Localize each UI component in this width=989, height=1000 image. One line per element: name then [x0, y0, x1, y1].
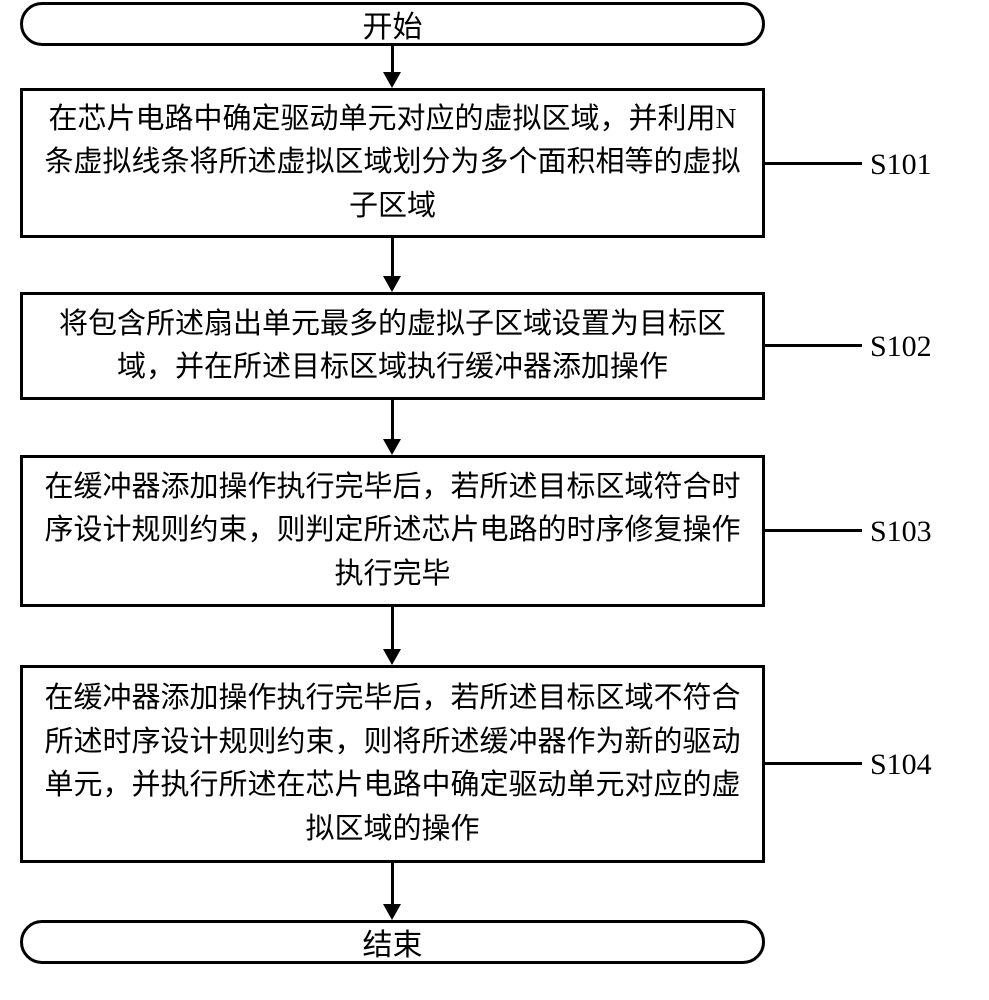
arrow-head — [383, 649, 401, 665]
step-s103-text: 在缓冲器添加操作执行完毕后，若所述目标区域符合时序设计规则约束，则判定所述芯片电… — [41, 466, 744, 597]
label-connector — [765, 529, 862, 532]
step-s102-text: 将包含所述扇出单元最多的虚拟子区域设置为目标区域，并在所述目标区域执行缓冲器添加… — [41, 303, 744, 390]
step-s104-text: 在缓冲器添加操作执行完毕后，若所述目标区域不符合所述时序设计规则约束，则将所述缓… — [41, 677, 744, 851]
arrow-line — [391, 238, 394, 278]
arrow-head — [383, 72, 401, 88]
arrow-line — [391, 863, 394, 906]
arrow-head — [383, 904, 401, 920]
arrow-head — [383, 276, 401, 292]
step-s102-label: S102 — [870, 330, 932, 364]
step-s101: 在芯片电路中确定驱动单元对应的虚拟区域，并利用N条虚拟线条将所述虚拟区域划分为多… — [20, 88, 765, 238]
end-node: 结束 — [20, 920, 765, 964]
arrow-head — [383, 439, 401, 455]
step-s104: 在缓冲器添加操作执行完毕后，若所述目标区域不符合所述时序设计规则约束，则将所述缓… — [20, 665, 765, 863]
step-s101-label: S101 — [870, 148, 932, 182]
label-connector — [765, 162, 862, 165]
step-s103: 在缓冲器添加操作执行完毕后，若所述目标区域符合时序设计规则约束，则判定所述芯片电… — [20, 455, 765, 607]
arrow-line — [391, 400, 394, 441]
step-s103-label: S103 — [870, 515, 932, 549]
step-s101-text: 在芯片电路中确定驱动单元对应的虚拟区域，并利用N条虚拟线条将所述虚拟区域划分为多… — [41, 98, 744, 229]
label-connector — [765, 344, 862, 347]
flowchart-container: 开始 在芯片电路中确定驱动单元对应的虚拟区域，并利用N条虚拟线条将所述虚拟区域划… — [0, 0, 989, 1000]
label-connector — [765, 762, 862, 765]
step-s104-label: S104 — [870, 748, 932, 782]
arrow-line — [391, 607, 394, 651]
start-label: 开始 — [363, 2, 423, 46]
step-s102: 将包含所述扇出单元最多的虚拟子区域设置为目标区域，并在所述目标区域执行缓冲器添加… — [20, 292, 765, 400]
end-label: 结束 — [363, 920, 423, 964]
start-node: 开始 — [20, 2, 765, 46]
arrow-line — [391, 46, 394, 74]
